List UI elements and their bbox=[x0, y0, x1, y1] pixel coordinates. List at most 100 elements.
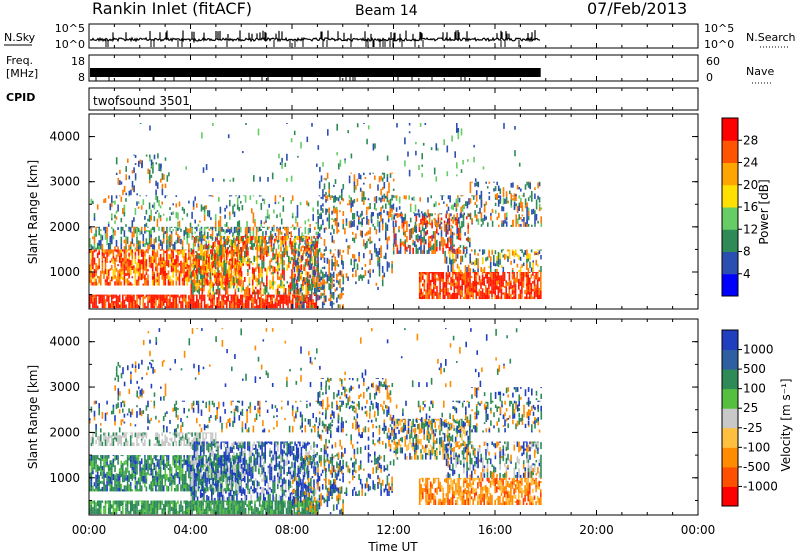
power-panel-frame bbox=[88, 113, 699, 310]
range-gate-cell bbox=[128, 500, 130, 505]
range-gate-cell bbox=[423, 217, 425, 222]
range-gate-cell bbox=[166, 294, 168, 296]
range-gate-cell bbox=[277, 201, 280, 204]
range-gate-cell bbox=[162, 294, 165, 301]
range-gate-cell bbox=[223, 236, 226, 239]
range-gate-cell bbox=[115, 254, 118, 260]
range-gate-cell bbox=[90, 259, 93, 262]
range-gate-cell bbox=[395, 207, 398, 212]
range-gate-cell bbox=[299, 242, 301, 246]
range-gate-cell bbox=[104, 249, 107, 251]
range-gate-cell bbox=[439, 272, 441, 275]
range-gate-cell bbox=[122, 249, 124, 252]
range-gate-cell bbox=[446, 221, 448, 227]
range-gate-cell bbox=[217, 254, 219, 257]
range-gate-cell bbox=[139, 461, 141, 468]
range-gate-cell bbox=[192, 200, 195, 207]
range-gate-cell bbox=[150, 463, 152, 468]
range-gate-cell bbox=[181, 262, 184, 267]
range-gate-cell bbox=[183, 252, 185, 256]
range-gate-cell bbox=[233, 249, 236, 252]
range-gate-cell bbox=[92, 236, 94, 240]
range-gate-cell bbox=[518, 205, 520, 208]
range-gate-cell bbox=[538, 249, 541, 251]
range-gate-cell bbox=[111, 295, 113, 301]
range-gate-cell bbox=[172, 455, 174, 460]
range-gate-cell bbox=[445, 282, 448, 289]
range-gate-cell bbox=[232, 232, 234, 238]
range-gate-cell bbox=[452, 258, 454, 265]
range-gate-cell bbox=[475, 258, 478, 265]
range-gate-cell bbox=[482, 218, 484, 225]
range-gate-cell bbox=[120, 228, 123, 235]
range-gate-cell bbox=[169, 247, 171, 250]
range-gate-cell bbox=[367, 125, 370, 130]
range-gate-cell bbox=[118, 500, 121, 507]
range-gate-cell bbox=[257, 511, 259, 515]
range-gate-cell bbox=[436, 278, 438, 281]
range-gate-cell bbox=[282, 294, 285, 296]
range-gate-cell bbox=[421, 215, 424, 221]
range-gate-cell bbox=[142, 251, 145, 255]
range-gate-cell bbox=[255, 247, 257, 250]
range-gate-cell bbox=[507, 293, 509, 299]
range-gate-cell bbox=[264, 285, 266, 292]
range-gate-cell bbox=[531, 224, 533, 227]
range-gate-cell bbox=[326, 195, 329, 201]
range-gate-cell bbox=[504, 219, 506, 224]
range-gate-cell bbox=[303, 277, 305, 282]
range-gate-cell bbox=[181, 485, 184, 489]
range-gate-cell bbox=[236, 227, 239, 231]
range-gate-cell bbox=[474, 178, 477, 182]
range-gate-cell bbox=[489, 261, 492, 269]
range-gate-cell bbox=[477, 272, 479, 276]
range-gate-cell bbox=[181, 459, 184, 462]
range-gate-cell bbox=[114, 246, 116, 250]
range-gate-cell bbox=[117, 281, 119, 286]
range-gate-cell bbox=[205, 304, 207, 309]
range-gate-cell bbox=[136, 484, 138, 492]
range-gate-cell bbox=[150, 294, 152, 300]
range-gate-cell bbox=[293, 130, 296, 136]
range-gate-cell bbox=[516, 184, 519, 190]
range-gate-cell bbox=[265, 507, 267, 512]
range-gate-cell bbox=[310, 288, 313, 295]
range-gate-cell bbox=[158, 243, 160, 250]
range-gate-cell bbox=[208, 297, 211, 301]
range-gate-cell bbox=[167, 460, 170, 467]
range-gate-cell bbox=[109, 483, 112, 489]
range-gate-cell bbox=[477, 253, 479, 256]
range-gate-cell bbox=[521, 214, 524, 217]
range-gate-cell bbox=[527, 275, 529, 282]
range-gate-cell bbox=[150, 481, 152, 486]
range-gate-cell bbox=[134, 300, 137, 305]
range-gate-cell bbox=[144, 261, 146, 264]
range-gate-cell bbox=[536, 272, 539, 273]
range-gate-cell bbox=[218, 500, 220, 506]
range-gate-cell bbox=[459, 273, 462, 281]
range-gate-cell bbox=[155, 455, 157, 461]
range-gate-cell bbox=[515, 196, 517, 201]
range-gate-cell bbox=[257, 228, 259, 233]
range-gate-cell bbox=[277, 299, 280, 307]
range-gate-cell bbox=[90, 244, 93, 250]
range-gate-cell bbox=[378, 238, 381, 242]
range-gate-cell bbox=[92, 282, 94, 286]
range-gate-cell bbox=[434, 273, 437, 279]
range-gate-cell bbox=[229, 273, 232, 276]
range-gate-cell bbox=[284, 237, 287, 242]
range-gate-cell bbox=[197, 506, 200, 513]
range-gate-cell bbox=[306, 276, 308, 283]
range-gate-cell bbox=[442, 284, 445, 291]
range-gate-cell bbox=[297, 256, 300, 260]
range-gate-cell bbox=[512, 198, 514, 201]
range-gate-cell bbox=[426, 277, 429, 284]
range-gate-cell bbox=[292, 289, 295, 295]
range-gate-cell bbox=[488, 192, 491, 194]
range-gate-cell bbox=[516, 205, 519, 212]
range-gate-cell bbox=[161, 474, 163, 478]
range-gate-cell bbox=[486, 287, 489, 294]
range-gate-cell bbox=[466, 283, 468, 288]
noise-left-tick-bottom: 10^0 bbox=[55, 38, 85, 51]
range-gate-cell bbox=[344, 160, 346, 164]
